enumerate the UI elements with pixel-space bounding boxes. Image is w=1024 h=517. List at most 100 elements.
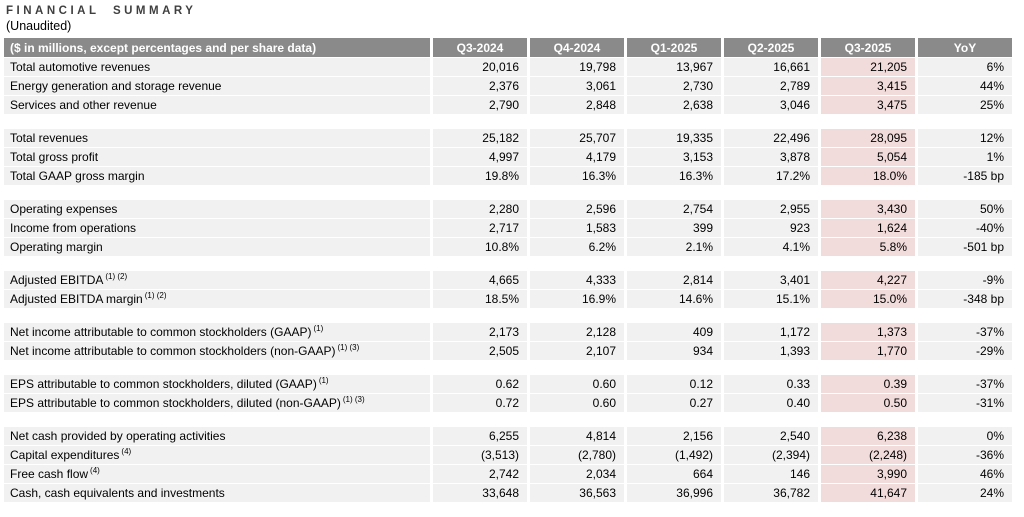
value-cell: 41,647 <box>818 484 915 503</box>
section-spacer <box>4 115 1012 129</box>
value-cell: 1,583 <box>527 219 624 238</box>
row-label-text: Income from operations <box>10 221 137 235</box>
value-cell: 4,333 <box>527 271 624 290</box>
page-title: FINANCIAL SUMMARY <box>6 5 197 17</box>
value-cell: 4,665 <box>430 271 527 290</box>
table-row: Cash, cash equivalents and investments 33… <box>4 484 1012 503</box>
value-cell: 16.3% <box>624 167 721 186</box>
table-row: Total GAAP gross margin 19.8% 16.3% 16.3% 17… <box>4 167 1012 186</box>
yoy-cell: -185 bp <box>915 167 1012 186</box>
row-label: Adjusted EBITDA margin (1) (2) <box>4 290 430 309</box>
row-label: Total revenues <box>4 129 430 148</box>
yoy-cell: -29% <box>915 342 1012 361</box>
row-label-text: Total revenues <box>10 131 89 145</box>
value-cell: 0.60 <box>527 394 624 413</box>
value-cell: 2,173 <box>430 323 527 342</box>
value-cell: 664 <box>624 465 721 484</box>
value-cell: 1,393 <box>721 342 818 361</box>
yoy-cell: 12% <box>915 129 1012 148</box>
value-cell: 33,648 <box>430 484 527 503</box>
row-label-text: Adjusted EBITDA margin <box>10 292 143 306</box>
table-row: Operating expenses 2,280 2,596 2,754 2,955 3,… <box>4 200 1012 219</box>
yoy-cell: 44% <box>915 77 1012 96</box>
row-label: Free cash flow (4) <box>4 465 430 484</box>
value-cell: 19,335 <box>624 129 721 148</box>
yoy-cell: -31% <box>915 394 1012 413</box>
table-row: EPS attributable to common stockholders,… <box>4 394 1012 413</box>
row-label: Cash, cash equivalents and investments <box>4 484 430 503</box>
value-cell: 16.3% <box>527 167 624 186</box>
value-cell: 2,790 <box>430 96 527 115</box>
yoy-cell: 46% <box>915 465 1012 484</box>
footnote-marker: (1) (3) <box>337 343 360 352</box>
value-cell: 5.8% <box>818 238 915 257</box>
row-label: Total automotive revenues <box>4 58 430 77</box>
table-header-row: ($ in millions, except percentages and p… <box>4 38 1012 58</box>
value-cell: 3,153 <box>624 148 721 167</box>
value-cell: 4,814 <box>527 427 624 446</box>
value-cell: 923 <box>721 219 818 238</box>
value-cell: 4,179 <box>527 148 624 167</box>
row-label: Net income attributable to common stockh… <box>4 323 430 342</box>
value-cell: 2,848 <box>527 96 624 115</box>
column-header-q4-2024: Q4-2024 <box>527 38 624 58</box>
table-row: Capital expenditures (4) (3,513) (2,780) (1,… <box>4 446 1012 465</box>
value-cell: 3,990 <box>818 465 915 484</box>
value-cell: (2,248) <box>818 446 915 465</box>
row-label: Income from operations <box>4 219 430 238</box>
value-cell: 2,742 <box>430 465 527 484</box>
row-label: EPS attributable to common stockholders,… <box>4 375 430 394</box>
value-cell: 4,997 <box>430 148 527 167</box>
row-label-text: Services and other revenue <box>10 98 157 112</box>
value-cell: 6.2% <box>527 238 624 257</box>
value-cell: 2,638 <box>624 96 721 115</box>
row-label-text: EPS attributable to common stockholders,… <box>10 377 317 391</box>
yoy-cell: -348 bp <box>915 290 1012 309</box>
row-label-text: Adjusted EBITDA <box>10 273 104 287</box>
value-cell: 2,156 <box>624 427 721 446</box>
footnote-marker: (1) <box>313 324 324 333</box>
table-row: Total revenues 25,182 25,707 19,335 22,496 28… <box>4 129 1012 148</box>
row-label-text: Energy generation and storage revenue <box>10 79 222 93</box>
value-cell: 2,730 <box>624 77 721 96</box>
footnote-marker: (1) (3) <box>342 395 365 404</box>
value-cell: 2,596 <box>527 200 624 219</box>
value-cell: 19,798 <box>527 58 624 77</box>
value-cell: 1,373 <box>818 323 915 342</box>
row-label-text: Net income attributable to common stockh… <box>10 344 336 358</box>
value-cell: 2,107 <box>527 342 624 361</box>
value-cell: 15.1% <box>721 290 818 309</box>
value-cell: 22,496 <box>721 129 818 148</box>
value-cell: 3,878 <box>721 148 818 167</box>
yoy-cell: 50% <box>915 200 1012 219</box>
value-cell: 28,095 <box>818 129 915 148</box>
column-header-q3-2025: Q3-2025 <box>818 38 915 58</box>
value-cell: (2,394) <box>721 446 818 465</box>
row-label: Energy generation and storage revenue <box>4 77 430 96</box>
value-cell: 2,376 <box>430 77 527 96</box>
value-cell: 18.0% <box>818 167 915 186</box>
table-row: Services and other revenue 2,790 2,848 2,63… <box>4 96 1012 115</box>
value-cell: 0.40 <box>721 394 818 413</box>
value-cell: 146 <box>721 465 818 484</box>
value-cell: 0.60 <box>527 375 624 394</box>
section-spacer <box>4 361 1012 375</box>
row-label-text: Operating margin <box>10 240 103 254</box>
row-label: Capital expenditures (4) <box>4 446 430 465</box>
row-label: Operating margin <box>4 238 430 257</box>
value-cell: 3,415 <box>818 77 915 96</box>
value-cell: 3,061 <box>527 77 624 96</box>
yoy-cell: -9% <box>915 271 1012 290</box>
value-cell: 1,770 <box>818 342 915 361</box>
table-row: Operating margin 10.8% 6.2% 2.1% 4.1% 5.8% -50… <box>4 238 1012 257</box>
value-cell: 15.0% <box>818 290 915 309</box>
row-label: Net cash provided by operating activitie… <box>4 427 430 446</box>
table-row: Total gross profit 4,997 4,179 3,153 3,878 5,… <box>4 148 1012 167</box>
row-label: Total gross profit <box>4 148 430 167</box>
row-label: Adjusted EBITDA (1) (2) <box>4 271 430 290</box>
row-label: Net income attributable to common stockh… <box>4 342 430 361</box>
yoy-cell: -37% <box>915 323 1012 342</box>
value-cell: 16,661 <box>721 58 818 77</box>
table-row: Net income attributable to common stockh… <box>4 342 1012 361</box>
